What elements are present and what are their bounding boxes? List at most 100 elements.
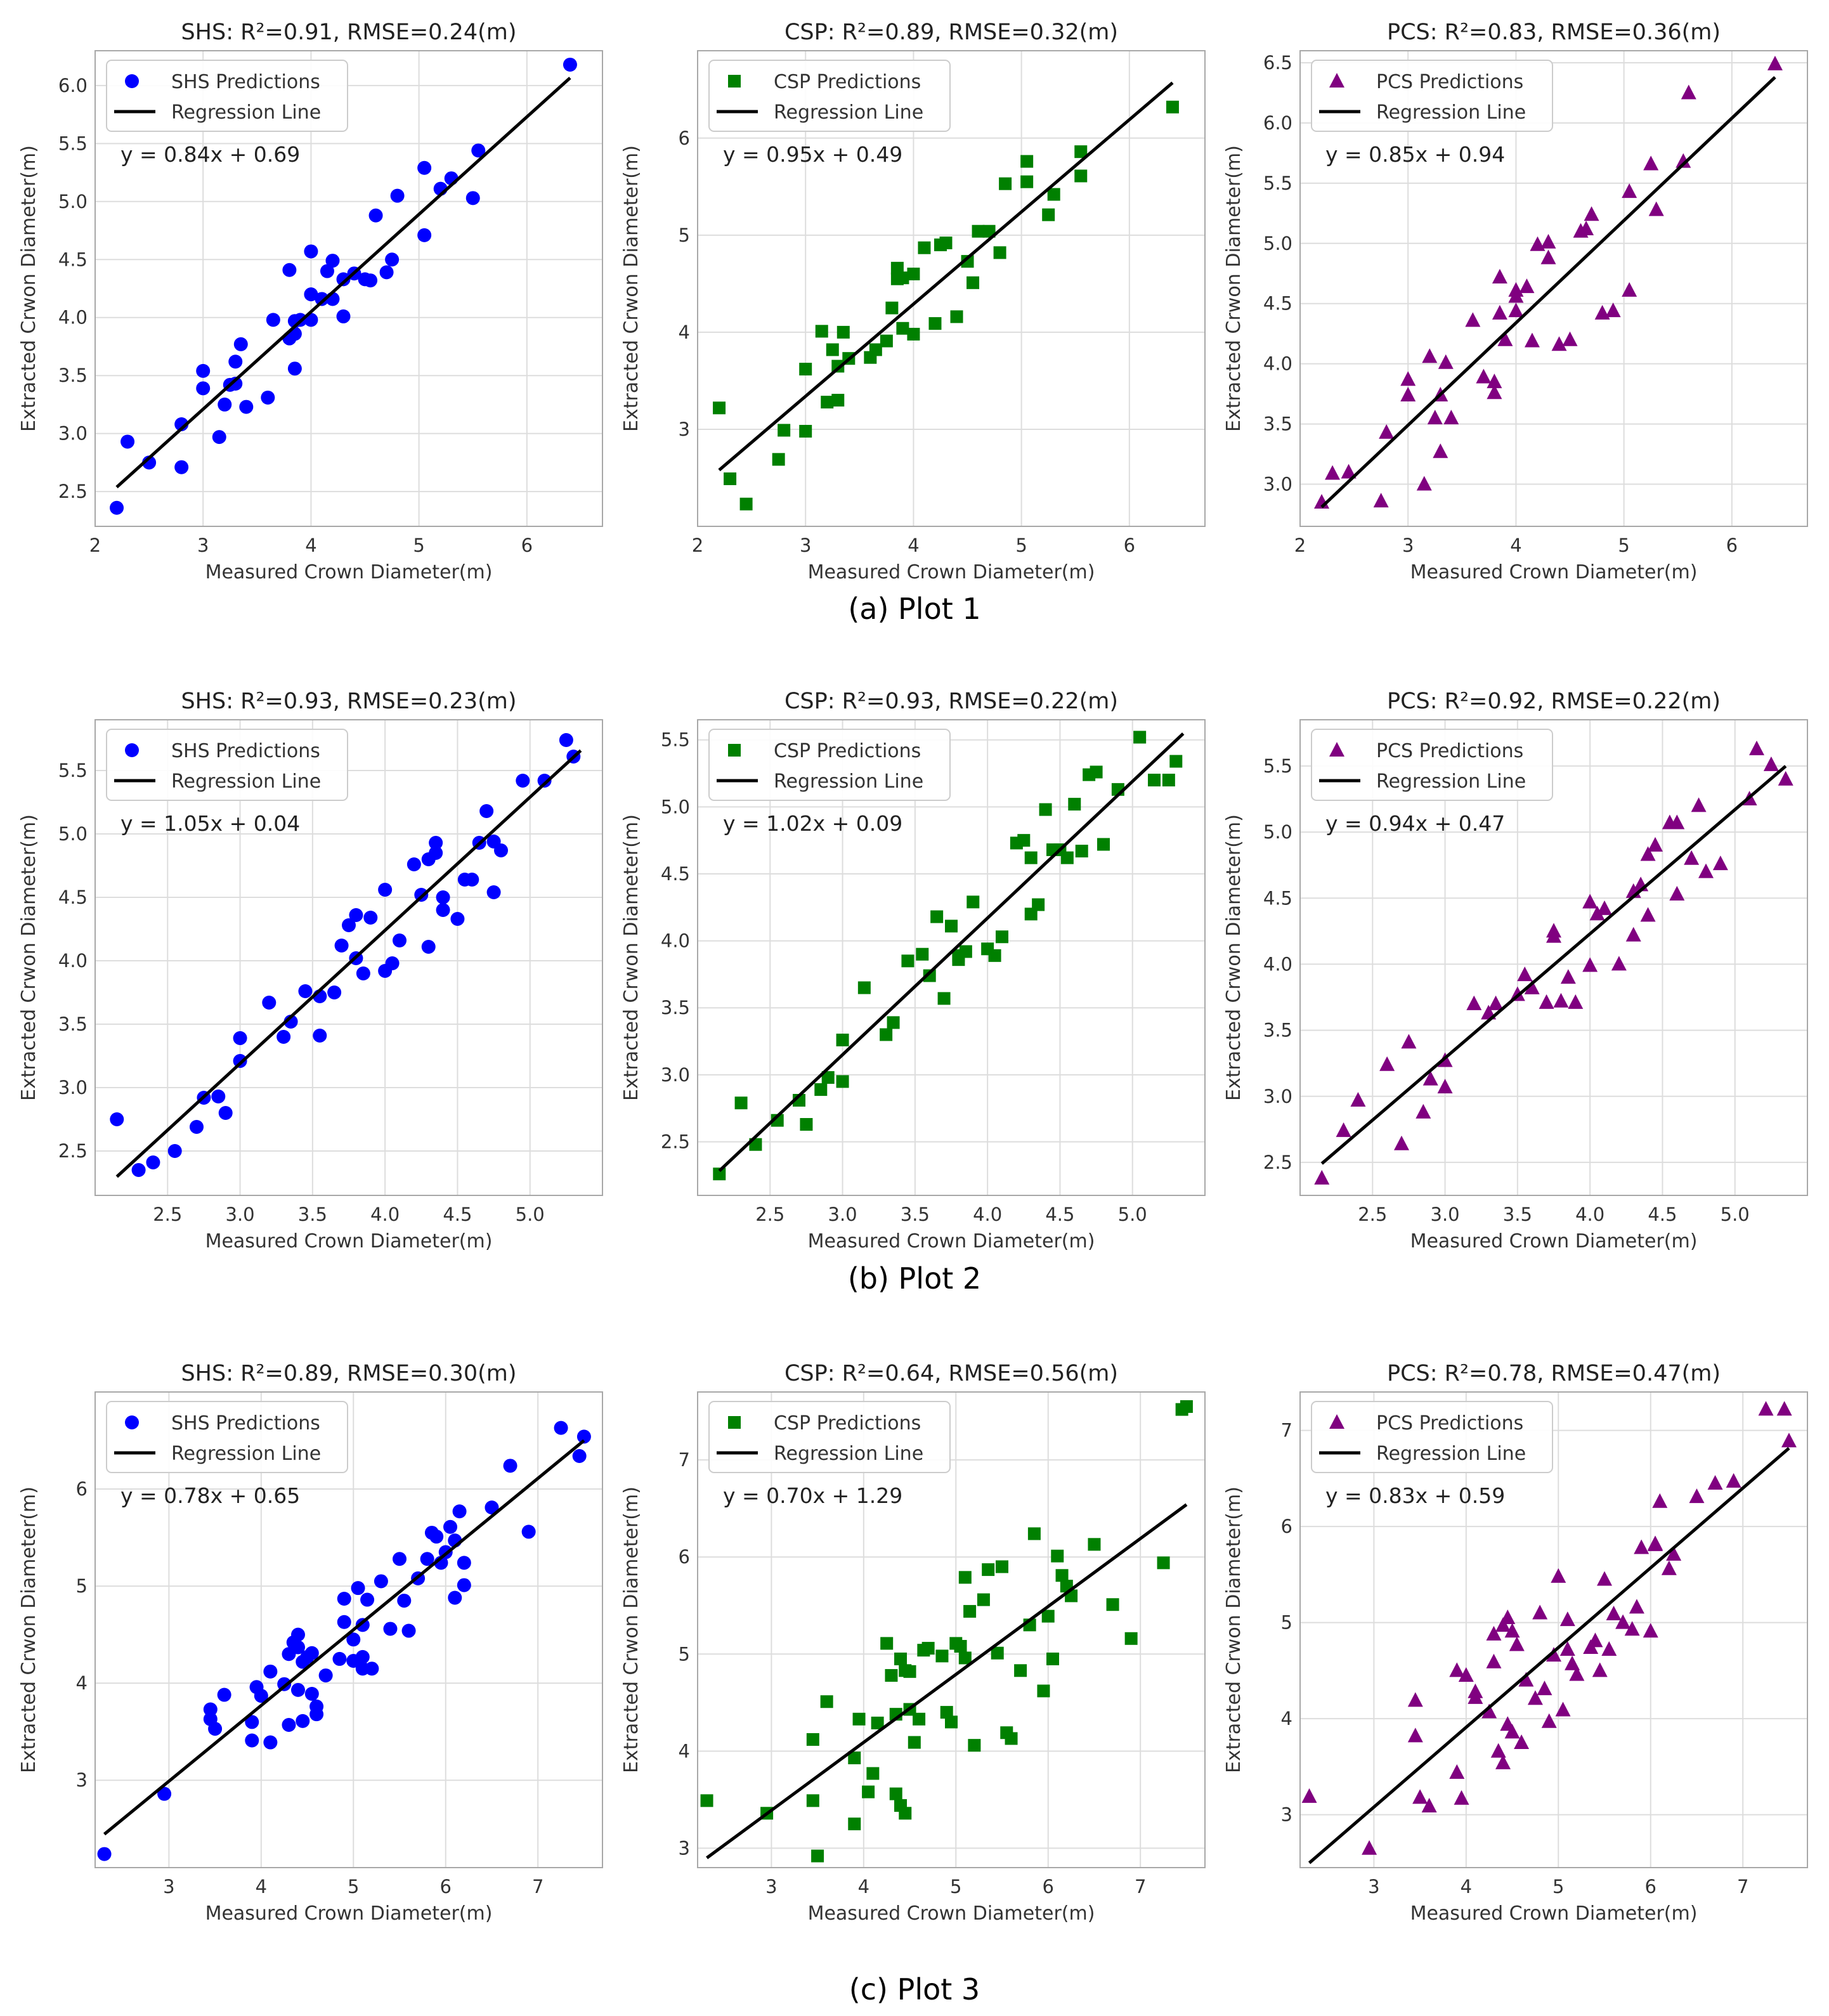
legend-predictions-label: PCS Predictions [1376, 71, 1523, 93]
data-point [1606, 1606, 1622, 1620]
data-point [448, 1590, 462, 1605]
data-point [282, 263, 297, 277]
data-point [355, 1618, 370, 1632]
data-point [327, 985, 342, 999]
data-point [233, 1054, 247, 1068]
data-point [401, 1623, 416, 1638]
y-tick-label: 5.5 [1263, 172, 1292, 194]
data-point [1669, 814, 1685, 829]
data-point [485, 1500, 499, 1515]
legend-marker-icon [125, 743, 139, 757]
y-tick-label: 5 [1281, 1612, 1292, 1634]
data-point [940, 1706, 953, 1719]
data-point [901, 954, 915, 968]
y-tick-label: 7 [1281, 1420, 1292, 1441]
y-tick-label: 6.0 [1263, 112, 1292, 134]
data-point [1509, 1636, 1525, 1651]
data-point [1594, 304, 1610, 320]
data-point [417, 228, 432, 242]
data-point [880, 1028, 893, 1041]
data-point [208, 1722, 223, 1736]
y-tick-label: 6 [1281, 1516, 1292, 1537]
data-point [1486, 1625, 1502, 1641]
data-point [212, 430, 226, 445]
legend-marker-icon [1329, 1414, 1344, 1429]
legend-regression-label: Regression Line [171, 771, 321, 793]
y-tick-label: 2.5 [58, 481, 88, 502]
data-point [356, 966, 370, 980]
data-point [131, 1163, 146, 1177]
y-tick-label: 3 [76, 1769, 88, 1791]
data-point [1047, 188, 1060, 201]
data-point [1407, 1727, 1423, 1743]
data-point [1379, 1056, 1395, 1071]
x-tick-label: 3 [197, 535, 209, 556]
data-point [1497, 331, 1513, 346]
chart-panel-shs-plot-2: 2.5 3.0 3.5 4.0 4.5 5.0 2.5 3.0 3.5 4.0 4.5 5.0 5.5 S… [18, 689, 603, 1252]
data-point [1088, 1538, 1101, 1551]
regression-line [718, 732, 1185, 1173]
data-point [1492, 268, 1507, 283]
data-point [1530, 236, 1546, 251]
data-point [211, 1089, 226, 1103]
x-tick-label: 2 [692, 535, 703, 556]
data-point [1532, 1604, 1548, 1620]
legend-marker-icon [1329, 73, 1344, 88]
data-point [836, 1033, 849, 1046]
data-point [304, 244, 318, 259]
data-point [157, 1786, 172, 1801]
plot-frame [94, 1391, 603, 1868]
data-point [1605, 302, 1621, 318]
data-point [1684, 850, 1700, 865]
y-tick-label: 3.5 [1263, 1020, 1292, 1041]
data-point [1669, 886, 1685, 901]
data-point [1622, 282, 1637, 297]
data-point [982, 224, 996, 238]
x-tick-label: 5.0 [1118, 1204, 1147, 1225]
data-point [1681, 84, 1696, 100]
data-point [576, 1429, 591, 1444]
data-point [1551, 336, 1567, 351]
data-point [390, 188, 405, 203]
data-point [385, 956, 400, 970]
data-point [1373, 493, 1389, 508]
data-point [1504, 1623, 1520, 1638]
data-point [1495, 1754, 1511, 1769]
x-tick-label: 2 [89, 535, 101, 556]
x-tick-label: 4.0 [973, 1204, 1002, 1225]
chart-panel-csp-plot-3: 3 4 5 6 7 3 4 5 6 7 CSP Predictions Regression Line… [620, 1361, 1206, 1925]
y-tick-label: 3 [1281, 1804, 1292, 1826]
data-point [1416, 476, 1432, 491]
data-point [950, 310, 963, 323]
data-point [304, 1687, 319, 1701]
x-tick-label: 3 [765, 1876, 777, 1897]
x-axis-label: Measured Crown Diameter(m) [205, 1902, 493, 1925]
data-point [958, 1651, 972, 1665]
data-point [1689, 1488, 1705, 1504]
y-axis-label: Extracted Crwon Diameter(m) [18, 814, 40, 1101]
y-tick-label: 4.5 [661, 863, 690, 885]
data-point [862, 1785, 875, 1798]
data-point [903, 1665, 916, 1678]
data-point [471, 143, 486, 158]
y-tick-label: 5.0 [1263, 821, 1292, 843]
data-point [291, 1627, 305, 1642]
y-tick-label: 4.0 [58, 307, 88, 328]
regression-equation: y = 0.95x + 0.49 [723, 142, 902, 167]
data-point [365, 1662, 379, 1676]
data-point [450, 912, 465, 926]
legend-predictions-label: PCS Predictions [1376, 1412, 1523, 1434]
data-point [1666, 1546, 1682, 1561]
chart-title: CSP: R²=0.64, RMSE=0.56(m) [784, 1361, 1118, 1386]
data-point [1517, 966, 1533, 982]
legend-marker-icon [125, 74, 139, 88]
x-tick-label: 4.5 [1045, 1204, 1074, 1225]
data-point [572, 1449, 587, 1464]
data-point [713, 1167, 726, 1181]
y-axis-label: Extracted Crwon Diameter(m) [620, 814, 642, 1101]
y-tick-label: 6.5 [1263, 52, 1292, 74]
y-axis-label: Extracted Crwon Diameter(m) [18, 145, 40, 432]
data-point [1037, 1684, 1050, 1698]
y-tick-label: 4 [1281, 1708, 1292, 1729]
x-axis-label: Measured Crown Diameter(m) [1410, 1902, 1698, 1925]
